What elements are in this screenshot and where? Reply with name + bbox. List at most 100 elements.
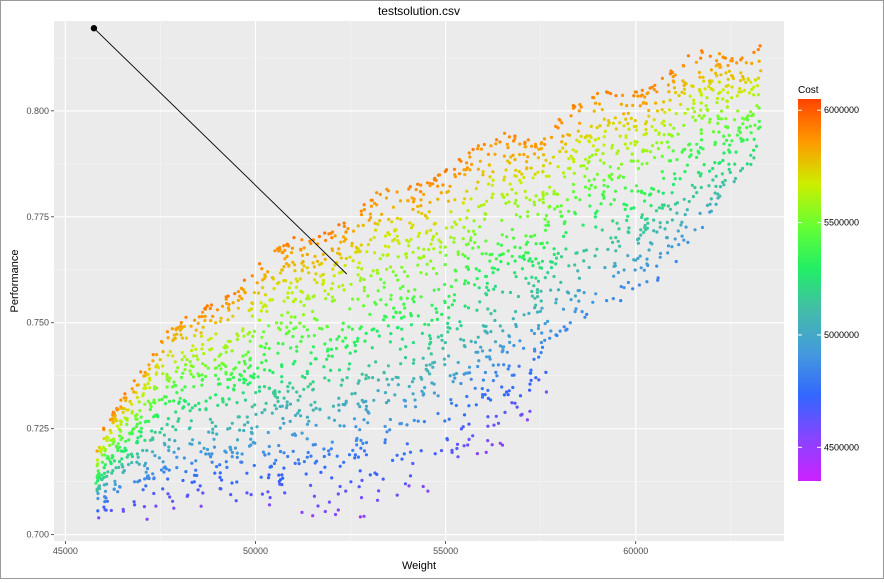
data-point <box>165 372 169 377</box>
data-point <box>416 210 420 214</box>
data-point <box>698 211 702 215</box>
data-point <box>665 220 669 224</box>
data-point <box>191 354 195 358</box>
data-point <box>272 391 276 395</box>
data-point <box>452 236 456 240</box>
data-point <box>613 261 617 265</box>
data-point <box>462 338 466 342</box>
data-point <box>653 156 657 160</box>
data-point <box>441 346 445 350</box>
data-point <box>370 346 374 350</box>
data-point <box>479 345 483 349</box>
data-point <box>658 225 662 229</box>
data-point <box>219 487 223 491</box>
data-point <box>524 251 528 255</box>
data-point <box>482 203 486 207</box>
data-point <box>586 161 590 165</box>
data-point <box>96 509 100 513</box>
data-point <box>471 434 475 438</box>
data-point <box>543 322 547 326</box>
data-point <box>138 479 142 483</box>
data-point <box>481 378 485 382</box>
data-point <box>278 271 282 275</box>
data-point <box>539 299 543 303</box>
data-point <box>114 466 118 470</box>
data-point <box>411 361 416 365</box>
data-point <box>666 83 671 87</box>
data-point <box>153 430 157 434</box>
data-point <box>541 192 545 196</box>
data-point <box>313 357 317 361</box>
data-point <box>411 250 415 254</box>
data-point <box>248 364 253 368</box>
data-point <box>624 135 628 140</box>
data-point <box>702 114 706 118</box>
data-point <box>242 334 246 338</box>
data-point <box>422 420 426 424</box>
data-point <box>691 115 695 119</box>
data-point <box>323 257 327 261</box>
data-point <box>468 371 472 375</box>
data-point <box>216 377 221 381</box>
data-point <box>328 338 332 342</box>
data-point <box>110 454 114 458</box>
data-point <box>242 359 246 363</box>
data-point <box>120 462 124 467</box>
data-point <box>683 111 687 115</box>
data-point <box>103 508 107 512</box>
data-point <box>501 252 505 256</box>
data-point <box>654 128 658 132</box>
data-point <box>758 125 762 129</box>
data-point <box>606 123 610 127</box>
data-point <box>569 114 573 118</box>
data-point <box>631 103 635 107</box>
data-point <box>444 253 448 257</box>
data-point <box>154 504 158 508</box>
data-point <box>205 304 209 308</box>
data-point <box>327 452 331 456</box>
data-point <box>463 254 467 258</box>
data-point <box>364 453 368 457</box>
data-point <box>302 303 306 308</box>
data-point <box>622 202 626 206</box>
data-point <box>118 485 122 489</box>
data-point <box>449 210 453 214</box>
data-point <box>643 199 647 203</box>
data-point <box>437 238 441 242</box>
data-point <box>297 462 301 466</box>
data-point <box>260 267 264 271</box>
data-point <box>329 447 333 451</box>
data-point <box>630 189 634 193</box>
data-point <box>266 476 271 480</box>
data-point <box>660 170 664 174</box>
data-point <box>535 290 540 295</box>
data-point <box>696 170 701 175</box>
data-point <box>203 307 207 311</box>
data-point <box>542 246 546 250</box>
data-point <box>294 285 299 289</box>
data-point <box>756 48 760 52</box>
data-point <box>467 437 471 441</box>
data-point <box>345 344 349 348</box>
data-point <box>676 229 680 233</box>
data-point <box>230 455 234 459</box>
data-point <box>622 268 626 272</box>
data-point <box>616 149 620 153</box>
data-point <box>201 310 205 314</box>
data-point <box>160 397 164 401</box>
data-point <box>443 299 447 303</box>
data-point <box>139 430 143 434</box>
data-point <box>408 474 413 478</box>
data-point <box>196 372 200 376</box>
data-point <box>578 121 582 125</box>
data-point <box>541 164 546 168</box>
data-point <box>103 489 108 493</box>
data-point <box>707 184 711 188</box>
data-point <box>688 142 692 146</box>
data-point <box>637 283 642 287</box>
data-point <box>626 280 631 285</box>
data-point <box>167 468 171 472</box>
data-point <box>190 348 194 353</box>
data-point <box>443 245 447 249</box>
data-point <box>577 109 581 113</box>
